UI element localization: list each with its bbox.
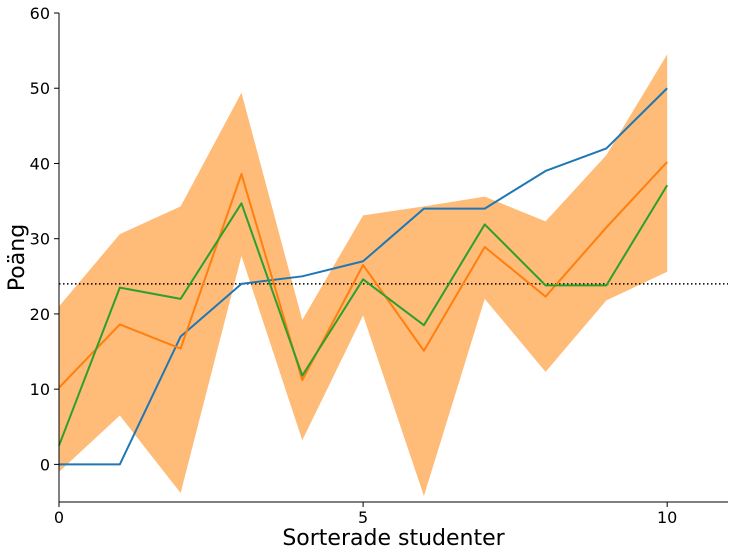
- x-tick-label: 0: [54, 508, 64, 527]
- confidence-band-layer: [59, 54, 668, 496]
- y-tick-label: 30: [30, 230, 50, 249]
- y-axis-label: Poäng: [5, 224, 30, 291]
- x-tick-label: 10: [657, 508, 677, 527]
- axes: [58, 13, 728, 503]
- series-line-2: [58, 161, 668, 389]
- y-tick-label: 60: [30, 4, 50, 23]
- tick-labels: 0 10 20 30 40 50 60 0 5 10: [30, 4, 678, 527]
- x-axis-label: Sorterade studenter: [282, 526, 505, 551]
- y-tick-label: 50: [30, 79, 50, 98]
- y-tick-label: 40: [30, 154, 50, 173]
- series-line-1: [59, 87, 668, 466]
- series-layer: [58, 87, 669, 466]
- x-tick-label: 5: [358, 508, 368, 527]
- y-tick-label: 0: [40, 455, 50, 474]
- confidence-band: [59, 54, 668, 496]
- y-tick-label: 20: [30, 305, 50, 324]
- series-line-3: [58, 184, 669, 446]
- y-tick-label: 10: [30, 380, 50, 399]
